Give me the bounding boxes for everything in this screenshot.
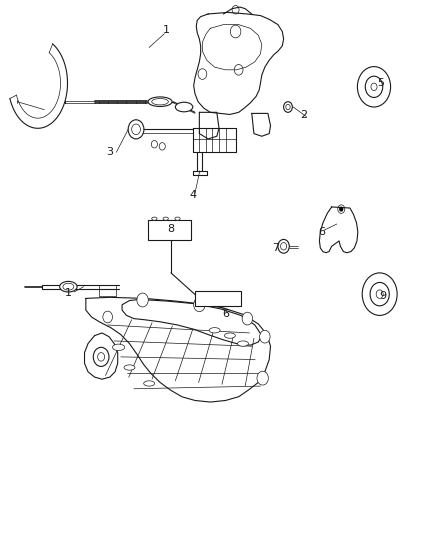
Ellipse shape [60, 281, 77, 292]
Circle shape [128, 120, 144, 139]
Text: 1: 1 [163, 25, 170, 35]
Circle shape [357, 67, 391, 107]
Ellipse shape [175, 102, 193, 112]
Circle shape [339, 207, 343, 211]
FancyBboxPatch shape [195, 292, 241, 306]
Ellipse shape [124, 365, 135, 370]
Circle shape [93, 348, 109, 367]
Text: 5: 5 [377, 78, 384, 88]
Ellipse shape [163, 217, 168, 220]
Ellipse shape [148, 97, 172, 107]
Circle shape [242, 312, 253, 325]
Ellipse shape [144, 381, 155, 386]
Circle shape [362, 273, 397, 316]
Circle shape [257, 371, 268, 385]
FancyBboxPatch shape [148, 220, 191, 240]
Circle shape [194, 298, 205, 312]
Text: 2: 2 [300, 110, 308, 120]
Ellipse shape [175, 217, 180, 220]
Circle shape [137, 293, 148, 307]
Text: 8: 8 [167, 224, 174, 235]
Text: 6: 6 [222, 309, 229, 319]
Text: 6: 6 [318, 227, 325, 237]
Circle shape [260, 330, 270, 343]
Circle shape [103, 311, 113, 323]
Ellipse shape [209, 328, 220, 333]
Text: 4: 4 [189, 190, 196, 200]
Ellipse shape [224, 333, 235, 338]
Text: 1: 1 [65, 288, 72, 298]
Text: 3: 3 [106, 147, 113, 157]
Text: 9: 9 [379, 290, 386, 301]
Circle shape [278, 239, 289, 253]
Ellipse shape [237, 341, 248, 346]
Ellipse shape [113, 344, 125, 351]
Ellipse shape [152, 217, 157, 220]
Text: 7: 7 [272, 243, 279, 253]
